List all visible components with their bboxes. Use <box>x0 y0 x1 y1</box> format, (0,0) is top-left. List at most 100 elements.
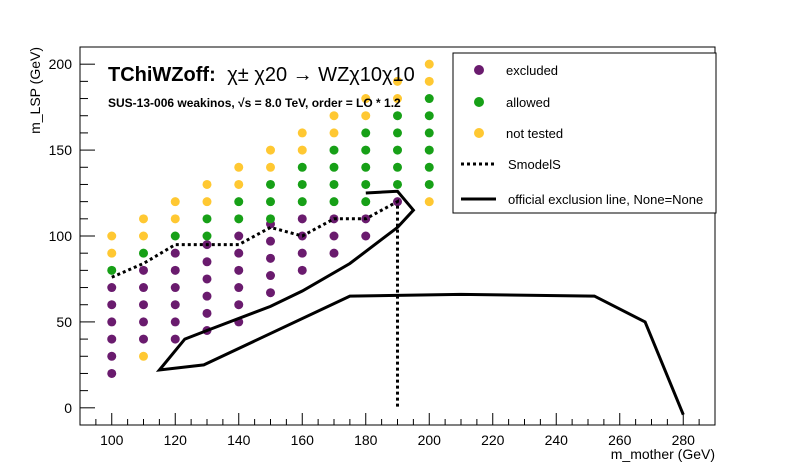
point-excluded <box>139 334 148 344</box>
x-tick-label: 200 <box>418 432 442 448</box>
point-allowed <box>266 179 275 189</box>
point-not-tested <box>424 197 434 207</box>
point-allowed <box>361 145 371 155</box>
point-excluded <box>107 368 117 378</box>
point-not-tested <box>329 128 339 138</box>
chart-title: TChiWZoff: χ± χ20 → WZχ10χ10 <box>108 64 415 86</box>
point-excluded <box>170 283 180 293</box>
point-excluded <box>170 300 180 310</box>
point-allowed <box>424 145 434 155</box>
point-excluded <box>266 288 275 298</box>
point-allowed <box>361 128 371 138</box>
point-not-tested <box>424 76 434 86</box>
official-exclusion-line <box>155 189 685 416</box>
point-allowed <box>202 214 212 224</box>
point-allowed <box>329 145 339 155</box>
point-allowed <box>361 179 371 189</box>
point-allowed <box>297 197 307 207</box>
point-excluded <box>361 231 371 241</box>
legend-label-excluded: excluded <box>506 63 558 78</box>
point-excluded <box>266 253 275 263</box>
point-excluded <box>234 300 244 310</box>
y-tick-label: 150 <box>49 142 73 158</box>
point-not-tested <box>266 162 275 172</box>
legend-box <box>452 52 717 214</box>
point-excluded <box>297 248 307 258</box>
point-not-tested <box>393 76 402 86</box>
exclusion-lines <box>111 189 685 416</box>
point-excluded <box>202 291 212 301</box>
point-not-tested <box>170 214 180 224</box>
point-excluded <box>139 300 148 310</box>
point-allowed <box>139 248 148 258</box>
point-excluded <box>170 334 180 344</box>
point-excluded <box>202 308 212 318</box>
point-not-tested <box>107 231 117 241</box>
point-not-tested <box>424 59 434 69</box>
data-points <box>107 59 434 378</box>
x-tick-label: 120 <box>164 432 188 448</box>
point-allowed <box>329 162 339 172</box>
y-tick-label: 0 <box>64 400 72 416</box>
point-allowed <box>329 179 339 189</box>
y-tick-label: 200 <box>49 56 73 72</box>
x-tick-label: 160 <box>291 432 315 448</box>
point-allowed <box>297 162 307 172</box>
point-allowed <box>234 214 244 224</box>
point-not-tested <box>361 111 371 121</box>
point-excluded <box>234 231 244 241</box>
point-not-tested <box>297 128 307 138</box>
point-excluded <box>266 271 275 281</box>
x-tick-label: 280 <box>672 432 696 448</box>
legend-label-allowed: allowed <box>506 95 550 110</box>
point-excluded <box>297 231 307 241</box>
legend: excluded allowed not tested SmodelS offi… <box>452 52 717 214</box>
x-tick-label: 240 <box>545 432 569 448</box>
point-allowed <box>393 179 402 189</box>
point-not-tested <box>202 197 212 207</box>
point-excluded <box>107 317 117 327</box>
point-not-tested <box>393 94 402 104</box>
point-not-tested <box>202 179 212 189</box>
point-not-tested <box>139 214 148 224</box>
y-tick-label: 50 <box>56 314 72 330</box>
x-tick-label: 220 <box>481 432 505 448</box>
x-tick-label: 100 <box>100 432 124 448</box>
point-not-tested <box>266 145 275 155</box>
point-allowed <box>170 231 180 241</box>
point-not-tested <box>234 179 244 189</box>
point-excluded <box>234 248 244 258</box>
point-excluded <box>139 317 148 327</box>
point-allowed <box>393 145 402 155</box>
point-not-tested <box>234 162 244 172</box>
point-excluded <box>107 300 117 310</box>
point-excluded <box>329 248 339 258</box>
point-allowed <box>424 128 434 138</box>
point-allowed <box>393 111 402 121</box>
point-allowed <box>266 197 275 207</box>
legend-label-official-line: official exclusion line, None=None <box>508 192 703 207</box>
point-allowed <box>393 162 402 172</box>
axis-ticks: 100 120 140 160 180 200 220 240 260 280 0 50 100 150 2… <box>49 46 716 448</box>
point-excluded <box>202 274 212 284</box>
point-allowed <box>424 179 434 189</box>
point-not-tested <box>361 94 371 104</box>
point-allowed <box>393 128 402 138</box>
point-allowed <box>329 197 339 207</box>
point-excluded <box>202 257 212 267</box>
point-not-tested <box>329 111 339 121</box>
point-excluded <box>139 283 148 293</box>
point-allowed <box>424 94 434 104</box>
point-not-tested <box>170 197 180 207</box>
point-allowed <box>424 111 434 121</box>
point-excluded <box>266 236 275 246</box>
point-excluded <box>107 351 117 361</box>
legend-label-smodels: SmodelS <box>508 157 561 172</box>
point-excluded <box>170 317 180 327</box>
x-axis-title: m_mother (GeV) <box>611 446 715 462</box>
point-not-tested <box>297 145 307 155</box>
chart-title-prefix: TChiWZoff: <box>108 64 216 86</box>
point-excluded <box>297 265 307 275</box>
point-excluded <box>107 334 117 344</box>
point-excluded <box>170 265 180 275</box>
